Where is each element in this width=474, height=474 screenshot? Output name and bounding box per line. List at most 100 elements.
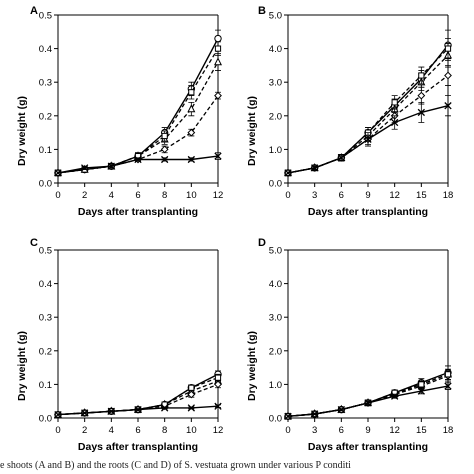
panel-a-point-triangle bbox=[187, 104, 196, 113]
panel-d-x-tick-label: 12 bbox=[389, 425, 400, 436]
panel-d-point-x bbox=[417, 387, 425, 395]
panel-d-point-x bbox=[364, 399, 372, 407]
panel-d-y-tick-label: 5.0 bbox=[269, 246, 282, 257]
panel-c-point-x bbox=[54, 410, 62, 419]
panel-d-series-circle bbox=[284, 365, 452, 421]
panel-a-point-x bbox=[134, 155, 142, 164]
panel-b-y-tick-label: 2.0 bbox=[269, 111, 282, 122]
panel-c-point-x bbox=[134, 405, 142, 414]
panel-c-y-tick-label: 0.5 bbox=[39, 246, 52, 257]
panel-a-point-x bbox=[214, 152, 222, 160]
panel-b-x-tick-label: 9 bbox=[365, 190, 370, 201]
panel-a-point-diamond bbox=[160, 145, 169, 154]
figure-caption: e shoots (A and B) and the roots (C and … bbox=[0, 460, 351, 471]
panel-b-point-x bbox=[311, 164, 319, 172]
panel-d-letter: D bbox=[258, 237, 266, 249]
panel-c: C 0.0 0.1 0.2 0.3 0.4 0.5 0 2 4 6 8 10 12 Days after t… bbox=[16, 237, 223, 453]
panel-a-point-x bbox=[81, 164, 89, 172]
panel-d-y-tick-label: 4.0 bbox=[269, 279, 282, 290]
panel-a-x-tick-label: 6 bbox=[135, 190, 140, 201]
panel-c-series-x bbox=[54, 402, 222, 419]
panel-d-x-tick-label: 3 bbox=[312, 425, 317, 436]
panel-b-y-axis-title: Dry weight (g) bbox=[246, 96, 258, 166]
panel-a: A 0.0 0.1 0.2 0.3 0.4 0.5 0 2 4 6 8 10 12 Days after t… bbox=[16, 5, 223, 218]
panel-a-point-square bbox=[188, 89, 195, 96]
panel-a-series-square bbox=[54, 41, 222, 177]
panel-d-x-axis-title: Days after transplanting bbox=[308, 441, 428, 453]
panel-a-y-tick-label: 0.5 bbox=[39, 11, 52, 22]
panel-d-point-square bbox=[444, 371, 452, 378]
panel-a-y-tick-label: 0.3 bbox=[39, 78, 52, 89]
panel-d-series-diamond bbox=[284, 370, 452, 421]
panel-b-point-diamond bbox=[417, 91, 426, 100]
panel-b-series-triangle bbox=[283, 43, 453, 177]
panel-a-x-tick-label: 8 bbox=[162, 190, 167, 201]
panel-c-y-tick-label: 0.1 bbox=[39, 380, 52, 391]
panel-a-point-x bbox=[107, 162, 115, 170]
panel-d-series-x bbox=[284, 382, 452, 420]
panel-d-point-x bbox=[311, 410, 319, 418]
panel-c-x-tick-label: 2 bbox=[82, 425, 87, 436]
panel-b-point-square bbox=[418, 72, 425, 79]
panel-d-y-tick-label: 2.0 bbox=[269, 346, 282, 357]
panel-a-x-axis-title: Days after transplanting bbox=[78, 206, 198, 218]
panel-d: D 0.0 1.0 2.0 3.0 4.0 5.0 0 3 6 9 12 15 18 Days after … bbox=[246, 237, 453, 453]
panel-b-y-tick-label: 1.0 bbox=[269, 145, 282, 156]
panel-b-x-tick-label: 15 bbox=[416, 190, 427, 201]
panel-b-y-tick-label: 3.0 bbox=[269, 78, 282, 89]
panel-b-series-line-diamond bbox=[287, 74, 449, 174]
panel-b-point-x bbox=[364, 135, 372, 143]
panel-d-y-axis-title: Dry weight (g) bbox=[246, 331, 258, 401]
panel-c-point-square bbox=[214, 374, 222, 381]
panel-a-x-tick-label: 4 bbox=[109, 190, 114, 201]
panel-d-point-x bbox=[391, 392, 399, 400]
panel-b-series-circle bbox=[284, 29, 452, 177]
panel-b-point-x bbox=[391, 118, 399, 127]
panel-d-point-x bbox=[337, 405, 345, 414]
panel-a-letter: A bbox=[30, 5, 38, 17]
panel-a-point-x bbox=[161, 155, 169, 164]
panel-c-point-x bbox=[107, 407, 115, 415]
panel-a-y-tick-label: 0.4 bbox=[39, 44, 52, 55]
panel-d-point-x bbox=[444, 382, 452, 390]
panel-b-point-x bbox=[284, 169, 292, 177]
panel-c-point-x bbox=[81, 409, 89, 417]
panel-d-x-tick-label: 0 bbox=[285, 425, 290, 436]
panel-a-x-tick-label: 12 bbox=[213, 190, 224, 201]
panel-a-point-square bbox=[214, 45, 222, 52]
panel-c-y-tick-label: 0.2 bbox=[39, 346, 52, 357]
panel-d-y-tick-label: 0.0 bbox=[269, 414, 282, 425]
panel-c-x-axis-title: Days after transplanting bbox=[78, 441, 198, 453]
panel-d-series-triangle bbox=[283, 368, 453, 420]
panel-c-point-x bbox=[214, 402, 222, 410]
panel-b-letter: B bbox=[258, 5, 266, 17]
panel-c-x-tick-label: 6 bbox=[135, 425, 140, 436]
panel-a-point-square bbox=[161, 132, 168, 140]
panel-c-y-tick-label: 0.3 bbox=[39, 313, 52, 324]
panel-a-x-tick-label: 0 bbox=[55, 190, 60, 201]
panel-b-point-x bbox=[417, 108, 425, 117]
panel-b-y-tick-label: 5.0 bbox=[269, 11, 282, 22]
panel-b-point-x bbox=[444, 102, 452, 110]
panel-b-x-tick-label: 3 bbox=[312, 190, 317, 201]
panel-d-point-square bbox=[418, 381, 425, 388]
panel-c-y-axis-title: Dry weight (g) bbox=[16, 331, 28, 401]
panel-c-x-tick-label: 0 bbox=[55, 425, 60, 436]
panel-b-point-square bbox=[444, 45, 452, 52]
panel-a-point-x bbox=[187, 155, 195, 164]
panel-a-series-diamond bbox=[54, 91, 222, 177]
panel-c-x-tick-label: 4 bbox=[109, 425, 114, 436]
panel-c-x-tick-label: 10 bbox=[186, 425, 197, 436]
panel-b-x-tick-label: 6 bbox=[339, 190, 344, 201]
panel-a-x-tick-label: 2 bbox=[82, 190, 87, 201]
panel-d-point-x bbox=[284, 412, 292, 420]
panel-b: B 0.0 1.0 2.0 3.0 4.0 5.0 0 3 6 9 12 15 18 Days after … bbox=[246, 5, 453, 218]
panel-d-y-tick-label: 1.0 bbox=[269, 380, 282, 391]
panel-c-point-diamond bbox=[187, 390, 196, 399]
panel-a-y-tick-label: 0.0 bbox=[39, 179, 52, 190]
panel-b-series-diamond bbox=[284, 65, 452, 177]
panel-c-x-tick-label: 8 bbox=[162, 425, 167, 436]
panel-a-y-tick-label: 0.2 bbox=[39, 111, 52, 122]
panel-a-point-x bbox=[54, 169, 62, 177]
panel-d-x-tick-label: 6 bbox=[339, 425, 344, 436]
